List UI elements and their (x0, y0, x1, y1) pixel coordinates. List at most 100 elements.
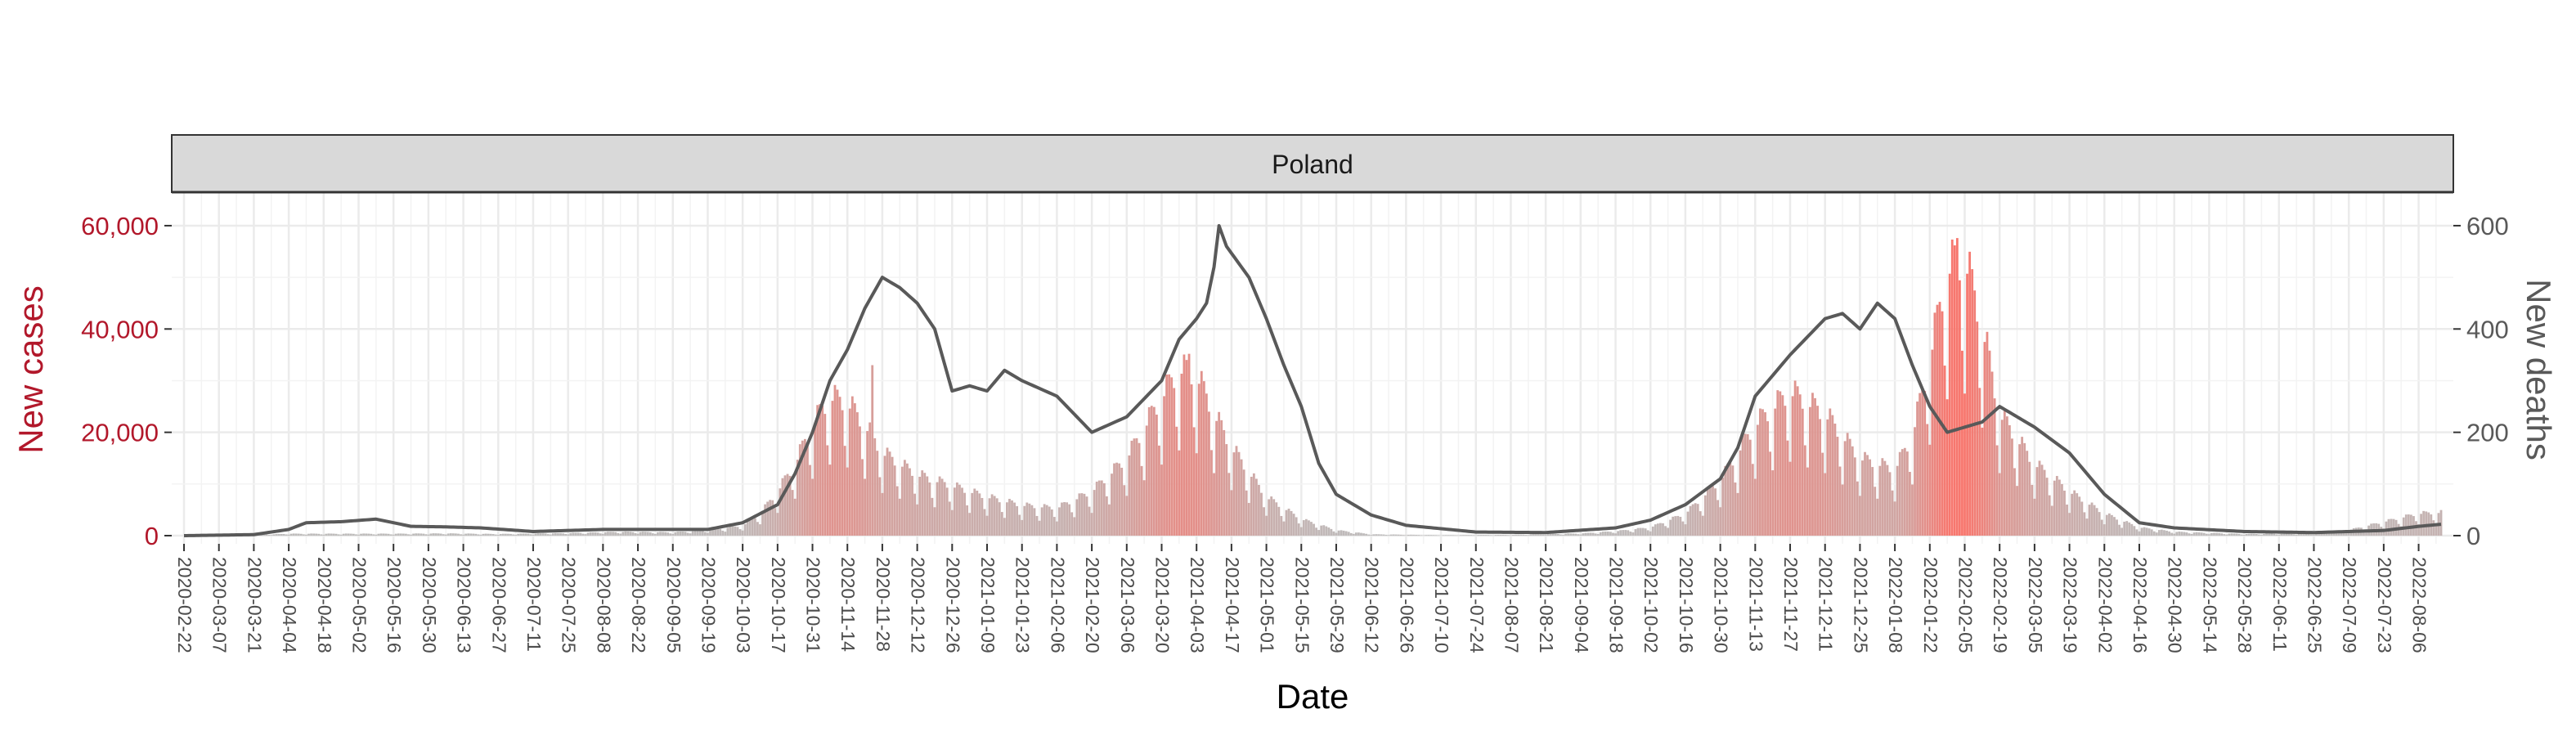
cases-bar (1968, 251, 1972, 536)
cases-bar (836, 389, 839, 536)
cases-bar (1033, 508, 1036, 536)
cases-bar (577, 532, 580, 536)
cases-bar (1948, 273, 1951, 536)
cases-bar (2083, 512, 2086, 536)
cases-bar (1853, 457, 1856, 536)
cases-bar (1282, 521, 1286, 536)
x-tick-label: 2021-02-06 (1047, 557, 1068, 653)
cases-bar (562, 533, 564, 536)
cases-bar (1108, 504, 1111, 536)
cases-bar (352, 533, 355, 536)
cases-bar (260, 534, 263, 536)
cases-bar (978, 493, 981, 536)
cases-bar (1449, 535, 1452, 536)
cases-bar (895, 486, 899, 536)
cases-bar (1761, 409, 1764, 536)
cases-bar (1218, 411, 1221, 536)
cases-bar (479, 534, 482, 536)
x-tick-label: 2020-06-27 (488, 557, 509, 653)
cases-bar (2304, 533, 2308, 536)
cases-bar (1147, 406, 1151, 536)
cases-bar (599, 533, 602, 536)
cases-bar (2235, 533, 2238, 536)
cases-bar (1070, 512, 1074, 536)
cases-bar (1843, 441, 1847, 536)
cases-bar (1242, 469, 1245, 536)
cases-bar (1831, 415, 1834, 536)
x-tick-label: 2022-05-28 (2234, 557, 2255, 653)
cases-bar (474, 533, 478, 536)
cases-bar (1263, 507, 1265, 536)
cases-bar (1115, 462, 1118, 536)
cases-bar (1003, 518, 1006, 536)
cases-bar (2143, 527, 2146, 536)
cases-bar (1517, 534, 1520, 536)
cases-bar (1467, 535, 1470, 536)
cases-bar (1631, 532, 1635, 536)
strip-background (171, 134, 2454, 193)
cases-bar (841, 410, 844, 536)
cases-bar (1824, 473, 1827, 536)
cases-bar (272, 534, 276, 536)
cases-bar (1043, 504, 1046, 536)
cases-bar (1522, 534, 1525, 536)
cases-bar (1803, 445, 1806, 536)
cases-bar (2168, 531, 2170, 536)
cases-bar (748, 519, 752, 536)
cases-bar (1285, 509, 1288, 536)
cases-bar (1452, 535, 1455, 536)
cases-bar (1656, 523, 1659, 536)
cases-bar (1389, 534, 1393, 536)
cases-bar (410, 534, 412, 536)
cases-bar (981, 497, 984, 536)
cases-bar (1362, 533, 1365, 536)
cases-bar (938, 476, 941, 536)
cases-bar (1432, 535, 1435, 536)
cases-bar (1183, 354, 1186, 536)
cases-bar (1045, 505, 1048, 536)
cases-bar (2202, 532, 2206, 536)
cases-bar (1028, 503, 1031, 536)
y-right-tick-label: 200 (2466, 419, 2509, 447)
cases-bar (2327, 533, 2331, 536)
cases-bar (2107, 513, 2111, 536)
cases-bar (1295, 517, 1298, 536)
y-left-tick-label: 40,000 (81, 315, 159, 343)
cases-bar (1564, 533, 1567, 536)
cases-bar (594, 532, 597, 536)
cases-bar (931, 497, 934, 536)
cases-bar (950, 509, 954, 536)
cases-bar (1926, 424, 1929, 536)
cases-bar (447, 533, 450, 536)
cases-bar (833, 384, 837, 536)
cases-bar (375, 534, 378, 536)
cases-bar (1529, 534, 1533, 536)
y-left-tick-label: 60,000 (81, 212, 159, 240)
cases-bar (821, 406, 824, 536)
cases-bar (1769, 451, 1772, 536)
cases-bar (1736, 492, 1739, 536)
cases-bar (1923, 391, 1927, 536)
cases-bar (460, 534, 462, 536)
x-tick-label: 2022-05-14 (2199, 557, 2220, 653)
cases-bar (294, 533, 298, 536)
cases-bar (310, 533, 312, 536)
cases-bar (2215, 532, 2218, 536)
cases-bar (1881, 458, 1884, 536)
x-tick-label: 2022-04-16 (2129, 557, 2151, 653)
cases-bar (1479, 535, 1483, 536)
cases-bar (1684, 524, 1687, 536)
cases-bar (1402, 535, 1405, 536)
cases-bar (1753, 478, 1757, 536)
cases-bar (764, 504, 766, 536)
cases-bar (2055, 476, 2058, 536)
cases-bar (653, 533, 657, 536)
cases-bar (766, 501, 770, 536)
cases-bar (707, 532, 709, 536)
cases-bar (2285, 533, 2288, 536)
x-tick-label: 2021-05-15 (1291, 557, 1313, 653)
cases-bar (736, 527, 739, 536)
x-tick-label: 2020-12-26 (942, 557, 963, 653)
cases-bar (1068, 504, 1071, 536)
cases-bar (1779, 391, 1782, 536)
